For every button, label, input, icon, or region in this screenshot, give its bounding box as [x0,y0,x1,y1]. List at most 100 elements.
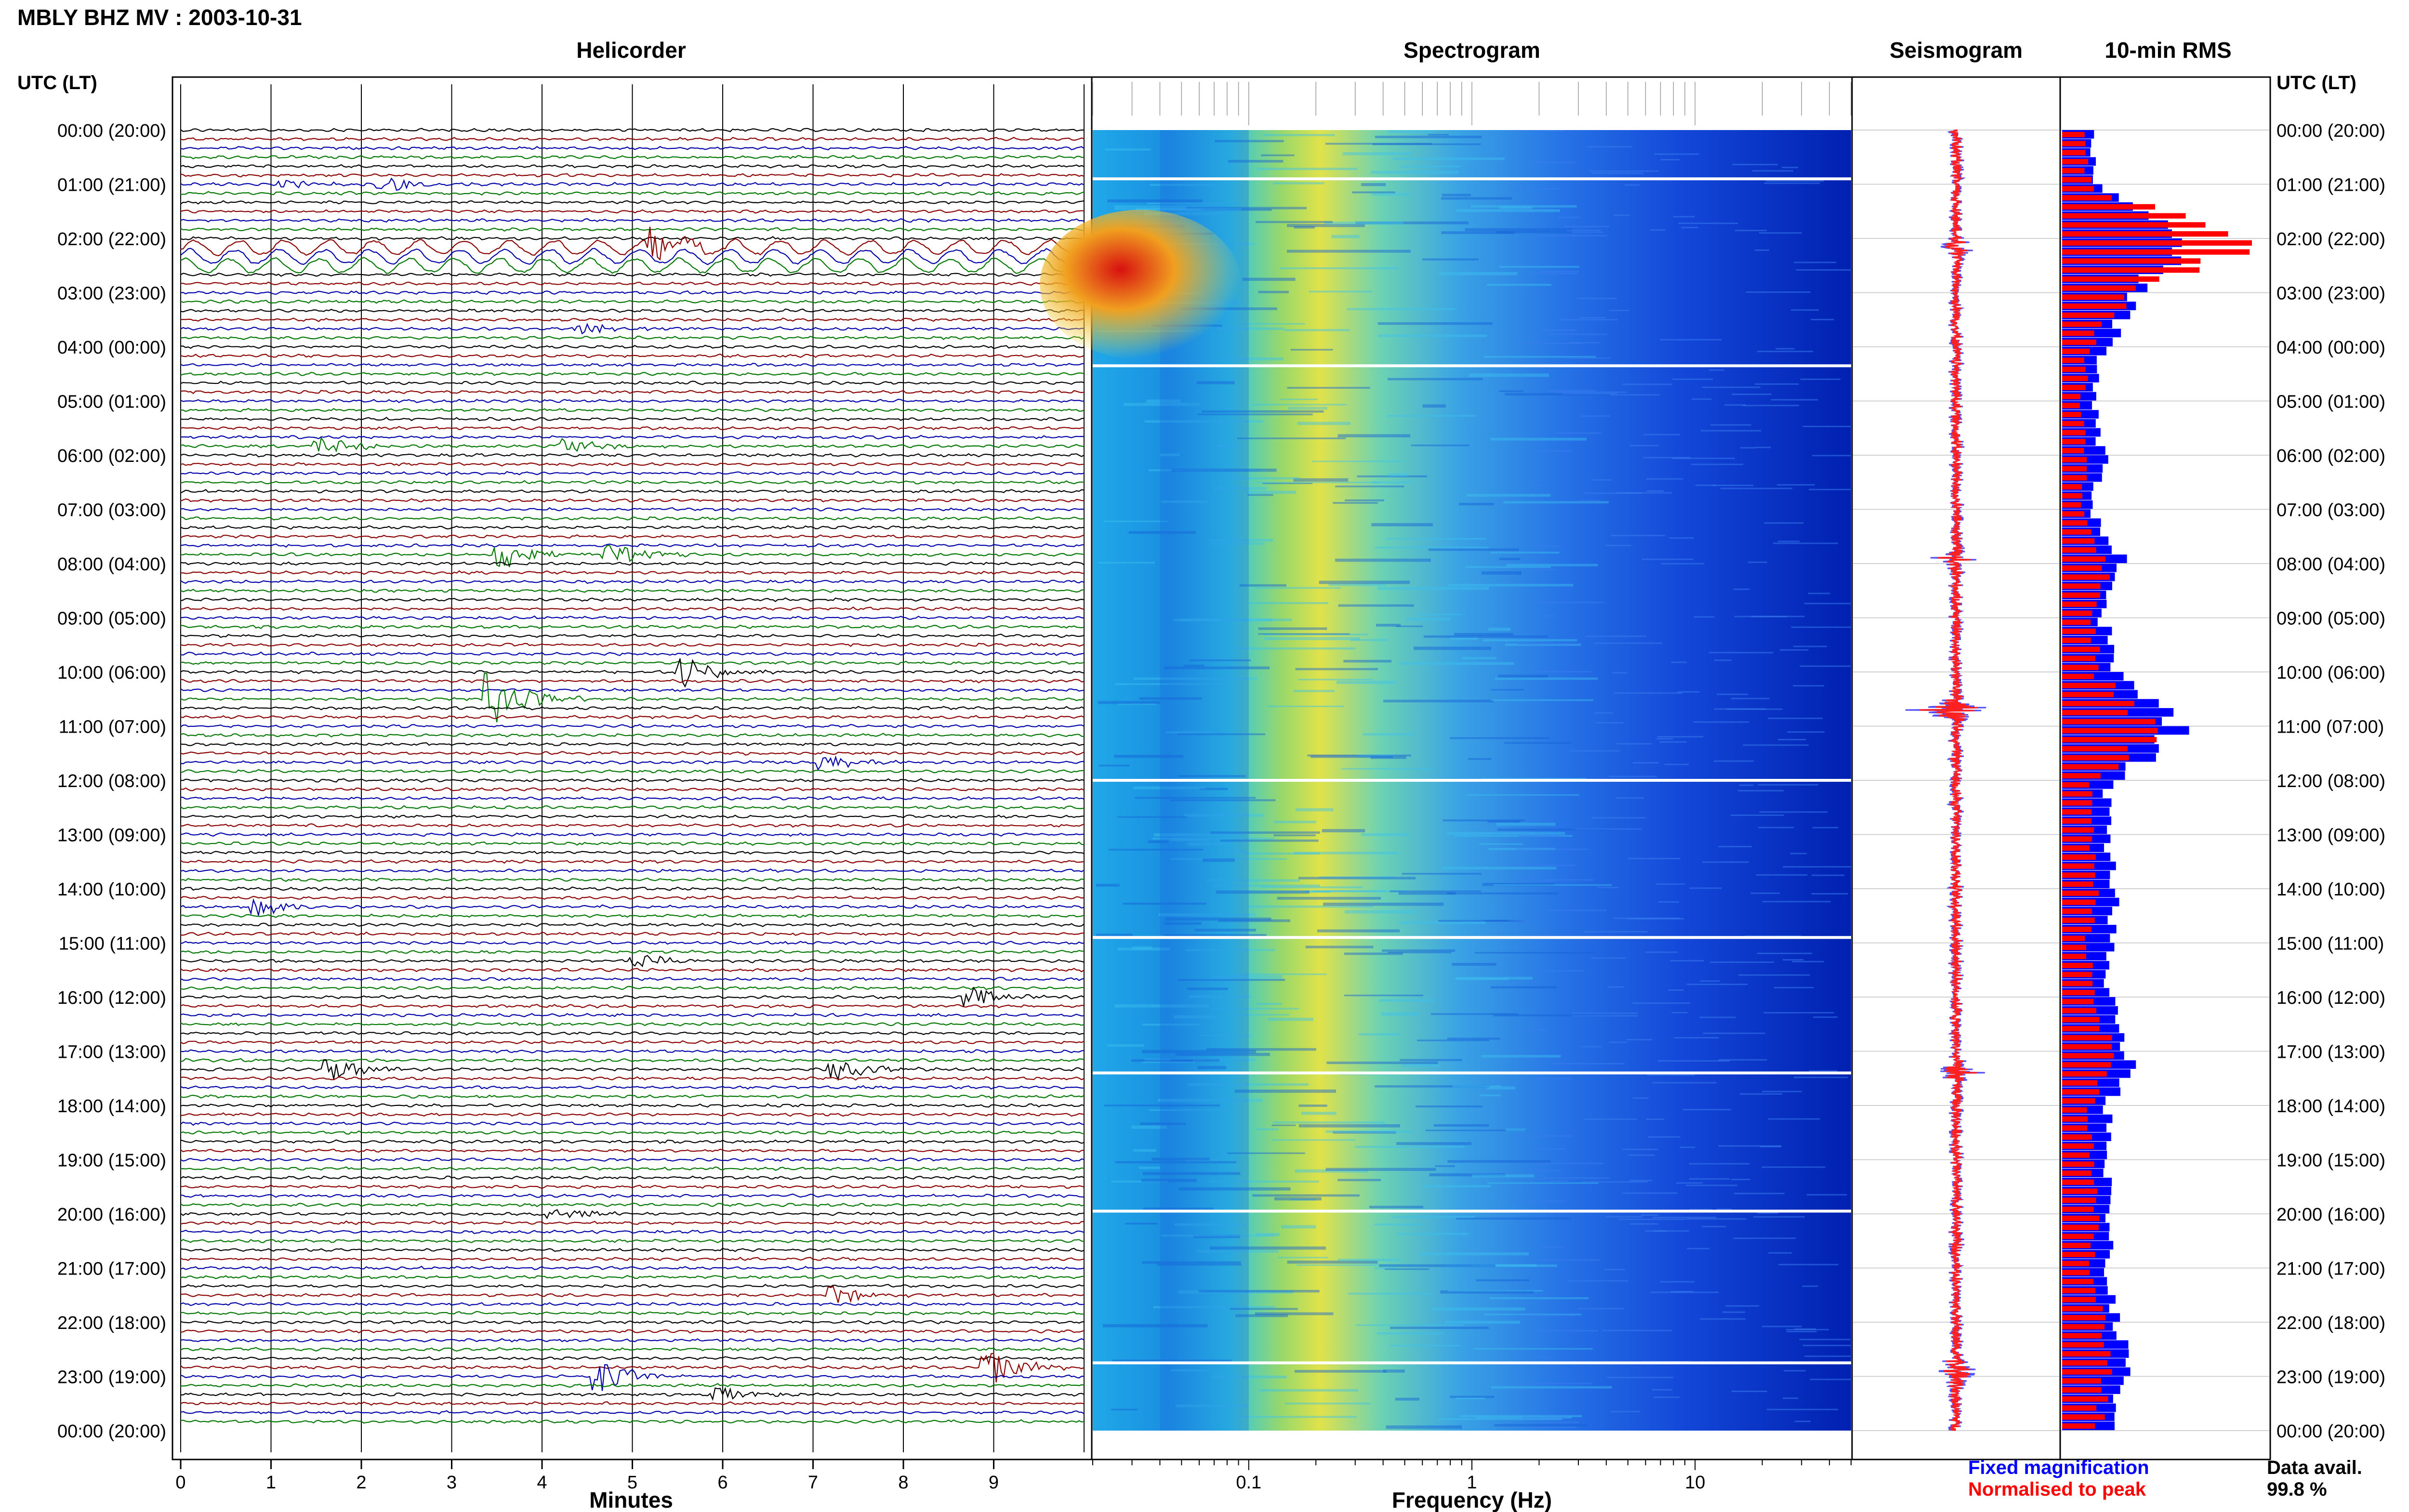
rms-bar-normalised [2062,556,2105,562]
helicorder-trace-row [180,226,1085,261]
rms-bar-normalised [2062,1351,2111,1357]
spectrogram-stripe [1422,404,1446,408]
spectrogram-stripe [1325,1130,1412,1133]
spectrogram-stripe [1295,1169,1368,1173]
spectrogram-stripe [1378,999,1436,1002]
spectrogram-stripe [1447,832,1565,835]
spectrogram-stripe [1553,1063,1625,1065]
spectrogram-stripe [1712,485,1754,486]
spectrogram-stripe [1466,794,1579,796]
spectrogram-stripe [1200,788,1228,790]
spectrogram-stripe [1482,882,1555,886]
spectrogram-title: Spectrogram [1403,38,1540,63]
spectrogram-stripe [1483,1314,1582,1315]
spectrogram-stripe [1281,1225,1316,1229]
spectrogram-stripe [1238,1416,1357,1418]
spectrogram-stripe [1702,861,1749,863]
helicorder-trace-row [180,1220,1085,1225]
spectrogram-stripe [1227,1152,1305,1154]
spectrogram-stripe [1235,973,1327,975]
rms-bar-normalised [2062,683,2116,688]
rms-bar-normalised [2062,403,2080,408]
time-label-right: 17:00 (13:00) [2277,1042,2385,1063]
spectrogram-stripe [1344,910,1417,914]
spectrogram-stripe [1317,929,1400,933]
spectrogram-stripe [1630,1223,1658,1225]
spectrogram-stripe [1496,822,1556,826]
spectrogram-stripe [1104,1104,1220,1106]
spectrogram-stripe [1206,1048,1316,1051]
spectrogram-stripe [1518,877,1536,879]
helicorder-trace-row [180,941,1085,946]
spectrogram-stripe [1124,403,1200,406]
spectrogram-stripe [1228,160,1284,163]
spectrogram-stripe [1676,1182,1703,1184]
spectrogram-stripe [1277,896,1381,900]
spectrogram-stripe [1387,378,1483,381]
spectrogram-stripe [1612,672,1628,674]
spectrogram-stripe [1471,1174,1535,1178]
rms-bar-normalised [2062,1179,2094,1185]
rms-bar-normalised [2062,457,2087,462]
spectrogram-stripe [1272,1139,1356,1141]
spectrogram-stripe [1325,1168,1436,1171]
spectrogram-stripe [1096,933,1133,936]
helicorder-trace-row [180,1311,1085,1316]
spectrogram-stripe [1189,995,1252,998]
spectrogram-stripe [1235,1314,1288,1317]
time-label-right: 09:00 (05:00) [2277,609,2385,629]
spectrogram-stripe [1645,951,1678,953]
helicorder-trace-row [180,1012,1085,1017]
spectrogram-stripe [1809,488,1865,490]
spectrogram-stripe [1144,420,1263,423]
spectrogram-stripe [1447,1038,1500,1040]
spectrogram-gap [1093,1071,1851,1075]
spectrogram-stripe [1518,835,1562,837]
spectrogram-stripe [1170,839,1210,841]
helicorder-trace-row [180,381,1085,385]
helicorder-trace-row [180,1022,1085,1026]
spectrogram-stripe [1290,1198,1316,1201]
time-label-left: 00:00 (20:00) [57,121,166,141]
helicorder-trace-row [180,624,1085,630]
spectrogram-stripe [1298,1104,1327,1107]
minute-tick-label: 7 [808,1473,818,1493]
rms-bar-normalised [2062,511,2084,517]
helicorder-trace-row [180,986,1085,1007]
spectrogram-stripe [1216,890,1310,894]
spectrogram-stripe [1700,1318,1746,1320]
spectrogram-stripe [1456,1397,1485,1399]
spectrogram-stripe [1385,1268,1430,1270]
spectrogram-stripe [1630,1180,1653,1182]
spectrogram-stripe [1374,1223,1422,1225]
spectrogram-stripe [1499,266,1580,268]
spectrogram-stripe [1469,373,1549,377]
spectrogram-stripe [1173,1015,1216,1019]
spectrogram-stripe [1293,852,1399,855]
spectrogram-stripe [1344,994,1423,997]
spectrogram-stripe [1105,148,1151,151]
spectrogram-stripe [1535,235,1607,237]
time-label-left: 15:00 (11:00) [59,934,166,954]
rms-bar-normalised [2062,367,2086,372]
data-availability-label: Data avail. [2267,1457,2362,1478]
legend-fixed-magnification: Fixed magnification [1968,1457,2149,1478]
rms-bar-normalised [2062,629,2096,634]
spectrogram-stripe [1355,221,1469,224]
spectrogram-stripe [1695,484,1716,486]
helicorder-trace-row [180,408,1085,412]
rms-bar-normalised [2062,1251,2095,1257]
spectrogram-stripe [1348,1292,1432,1295]
spectrogram-stripe [1185,1158,1219,1162]
spectrogram-stripe [1710,424,1751,426]
spectrogram-stripe [1535,1356,1550,1358]
rms-bar-normalised [2062,1297,2096,1302]
helicorder-trace-row [180,1193,1085,1198]
helicorder-trace-row [180,886,1085,891]
spectrogram-stripe [1138,1166,1161,1170]
helicorder-trace-row [180,868,1085,873]
spectrogram-stripe [1455,978,1509,980]
spectrogram-stripe [1802,1285,1818,1287]
helicorder-trace-row [180,1058,1085,1063]
spectrogram-stripe [1234,1014,1289,1016]
